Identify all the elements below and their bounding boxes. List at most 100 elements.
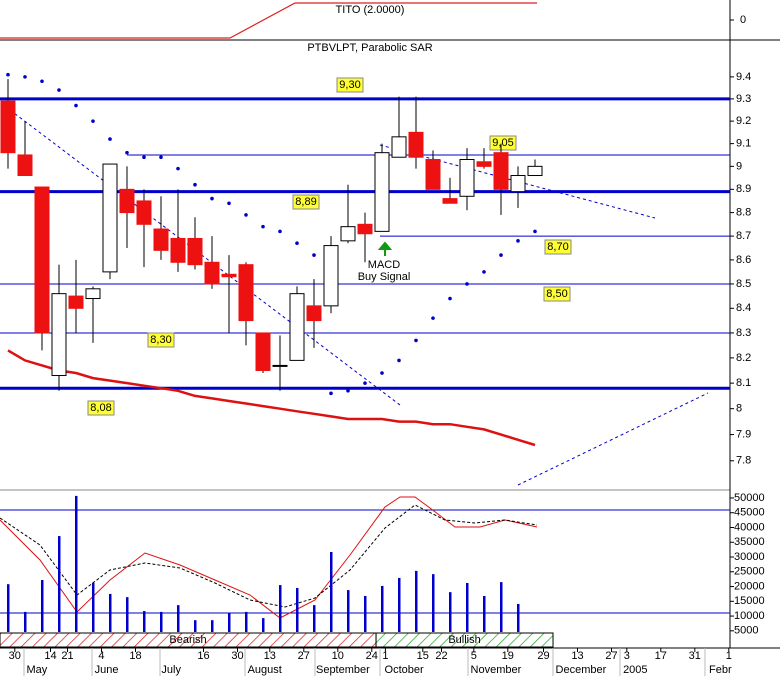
candle-body [289,293,305,361]
sar-dot [278,229,282,234]
sar-dot [23,75,27,79]
volume-bar [74,495,78,632]
y-tick-label: 9.3 [736,93,751,105]
y-tick-label: 45000 [734,507,765,519]
volume-bar [466,582,469,632]
sar-dot [6,72,10,77]
volume-bar [398,577,401,632]
candle-body [306,305,322,322]
sar-dot [329,391,333,396]
y-tick-label: 30000 [734,551,765,563]
volume-bar [261,618,265,632]
candle-body [357,223,373,235]
sar-dot [142,155,146,160]
candle-body [34,186,50,334]
sar-dot [261,224,265,229]
signal-label: Bearish [169,634,206,646]
y-tick-label: 50000 [734,492,765,504]
x-tick-label: 18 [129,650,141,662]
volume-bar [483,595,486,632]
y-tick-label: 40000 [734,521,765,533]
x-tick-label: 1 [726,650,732,662]
volume-bar [176,605,180,632]
volume-bar [364,595,367,632]
sar-dot [227,201,231,206]
y-tick-label: 8.7 [736,230,751,242]
volume-bar [108,593,112,632]
candle-body [340,226,356,242]
volume-bar [295,588,299,632]
volume-bar [517,603,520,632]
candle-body [187,237,203,266]
candle-body [221,273,237,278]
candle-body [119,188,135,214]
candle-body [493,152,509,190]
month-label: Febr [709,664,732,676]
level-label: 8,30 [150,334,171,346]
sar-dot [244,213,248,217]
volume-bar [381,585,384,632]
candle-body [374,152,390,232]
month-label: October [385,664,424,676]
level-label-box [336,77,364,93]
x-tick-label: 21 [61,650,73,662]
sar-dot [414,338,418,343]
sar-dot [57,88,61,92]
candle-body [153,228,169,251]
signal-label: Bullish [448,634,480,646]
x-tick-label: 1 [382,650,388,662]
month-label: September [316,664,370,676]
candle-body [17,154,33,177]
month-label: 2005 [623,664,647,676]
signal-line [0,504,538,608]
y-tick-label: 35000 [734,536,765,548]
moving-average [7,349,536,447]
month-label: December [556,664,607,676]
volume-bar [449,592,452,632]
y-tick-label: 8.9 [736,183,751,195]
sar-dot [516,239,520,243]
candle-body [391,136,407,158]
candle-body [102,163,118,273]
x-tick-label: 13 [571,650,583,662]
volume-bar [23,611,27,632]
x-tick-label: 17 [655,650,667,662]
sar-dot [448,296,452,301]
x-tick-label: 22 [435,650,447,662]
candle-body [459,159,475,197]
candle-body [136,200,152,225]
y-tick-label: 20000 [734,580,765,592]
volume-bar [210,620,214,632]
y-tick-label: 7.8 [736,455,751,467]
buy-arrow [377,241,393,256]
sar-dot [346,388,350,393]
sar-dot [193,182,197,187]
candle-body [51,293,67,377]
volume-bar [312,605,316,632]
y-tick-label: 8 [736,403,742,415]
y-tick-label: 9.1 [736,138,751,150]
month-label: July [161,664,181,676]
y-tick-label: 15000 [734,595,765,607]
level-label: 8,89 [295,196,316,208]
candle-body [0,100,16,154]
sar-dot [176,166,180,171]
x-tick-label: 16 [197,650,209,662]
y-tick-label: 8.4 [736,302,751,314]
level-label-box [87,400,115,416]
x-tick-label: 15 [417,650,429,662]
sar-dot [312,253,316,257]
tito-line [0,2,537,39]
level-label: 9,30 [339,79,360,91]
sar-dot [210,196,214,201]
candle-body [323,245,339,307]
volume-bar [40,580,44,632]
candle-body [527,165,543,177]
y-tick-label: 0 [740,14,746,26]
sar-dot [74,103,78,108]
candle-body [476,161,492,167]
sar-dot [465,282,469,286]
y-tick-label: 9.2 [736,115,751,127]
level-label: 8,70 [547,241,568,253]
